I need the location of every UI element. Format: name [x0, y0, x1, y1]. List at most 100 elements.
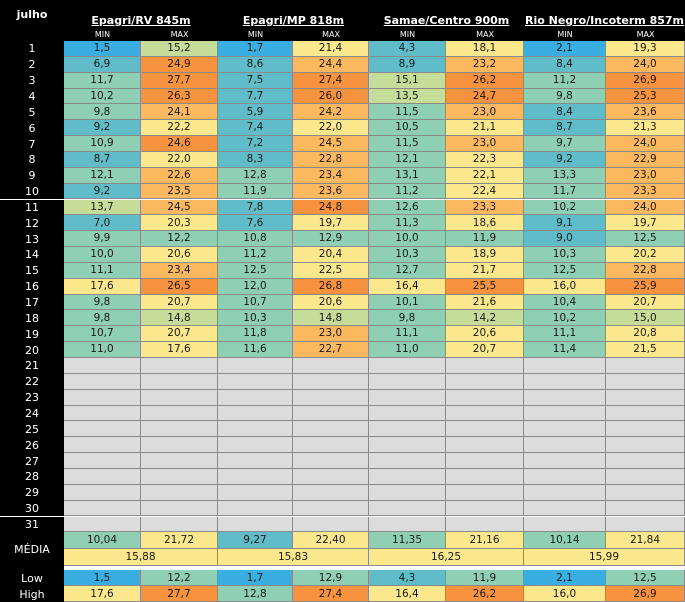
- table-cell: 12,5: [218, 262, 293, 279]
- table-cell: 18,9: [446, 247, 524, 263]
- row-day-label: 15: [0, 262, 64, 279]
- row-day-label: 20: [0, 342, 64, 358]
- low-row-cell: 4,3: [369, 570, 446, 587]
- table-cell: 8,3: [218, 151, 293, 168]
- table-cell-empty: [446, 421, 524, 438]
- table-cell-empty: [369, 405, 446, 422]
- separator-cell: [606, 566, 685, 571]
- table-cell: 20,6: [293, 294, 369, 311]
- table-cell: 16,0: [524, 278, 606, 295]
- high-row-cell: 27,4: [293, 586, 369, 602]
- table-cell: 23,0: [446, 104, 524, 121]
- station-header: Rio Negro/Incoterm 857m: [524, 0, 685, 29]
- table-cell: 20,6: [141, 247, 218, 263]
- table-cell: 20,8: [606, 326, 685, 343]
- table-cell: 10,2: [524, 310, 606, 327]
- table-cell-empty: [64, 500, 141, 517]
- table-cell: 21,5: [606, 342, 685, 358]
- table-cell-empty: [446, 516, 524, 533]
- table-cell: 23,4: [293, 167, 369, 184]
- high-row-cell: 26,2: [446, 586, 524, 602]
- table-cell: 11,9: [218, 183, 293, 200]
- high-row-label: High: [0, 586, 64, 602]
- table-cell: 7,7: [218, 88, 293, 105]
- table-cell: 22,0: [141, 151, 218, 168]
- table-cell-empty: [141, 373, 218, 390]
- table-cell: 1,5: [64, 41, 141, 57]
- table-cell: 24,0: [606, 136, 685, 152]
- row-day-label: 9: [0, 167, 64, 184]
- media-cell: 21,72: [141, 532, 218, 550]
- table-cell: 10,3: [218, 310, 293, 327]
- table-cell: 12,1: [369, 151, 446, 168]
- table-cell-empty: [369, 500, 446, 517]
- table-cell-empty: [446, 468, 524, 485]
- table-cell: 10,9: [64, 136, 141, 152]
- table-cell-empty: [141, 389, 218, 406]
- table-cell: 5,9: [218, 104, 293, 121]
- low-row-label: Low: [0, 570, 64, 587]
- table-cell: 24,0: [606, 199, 685, 216]
- table-cell: 9,8: [64, 310, 141, 327]
- table-cell: 17,6: [64, 278, 141, 295]
- table-cell-empty: [141, 437, 218, 454]
- separator-cell: [524, 566, 606, 571]
- table-cell-empty: [293, 405, 369, 422]
- table-cell: 23,0: [606, 167, 685, 184]
- low-row-cell: 12,5: [606, 570, 685, 587]
- table-cell: 20,7: [141, 294, 218, 311]
- table-cell: 24,0: [606, 56, 685, 73]
- row-day-label: 22: [0, 373, 64, 390]
- table-cell-empty: [141, 468, 218, 485]
- separator: [0, 566, 64, 571]
- row-day-label: 5: [0, 104, 64, 121]
- table-cell: 9,2: [524, 151, 606, 168]
- table-cell: 23,0: [446, 136, 524, 152]
- table-cell: 7,8: [218, 199, 293, 216]
- table-cell: 10,2: [524, 199, 606, 216]
- table-cell: 18,1: [446, 41, 524, 57]
- table-cell-empty: [64, 389, 141, 406]
- table-cell: 8,6: [218, 56, 293, 73]
- table-cell-empty: [293, 516, 369, 533]
- table-cell-empty: [293, 484, 369, 501]
- media-cell: 21,84: [606, 532, 685, 550]
- table-cell-empty: [293, 453, 369, 469]
- station-header: Epagri/MP 818m: [218, 0, 369, 29]
- table-cell-empty: [64, 516, 141, 533]
- table-cell: 10,3: [369, 247, 446, 263]
- table-cell: 11,1: [64, 262, 141, 279]
- table-cell-empty: [446, 437, 524, 454]
- table-cell-empty: [293, 389, 369, 406]
- table-cell: 11,8: [218, 326, 293, 343]
- table-cell: 23,6: [606, 104, 685, 121]
- min-subheader: MIN: [369, 29, 446, 41]
- table-cell: 26,3: [141, 88, 218, 105]
- table-cell-empty: [524, 373, 606, 390]
- table-cell: 22,0: [293, 120, 369, 137]
- min-subheader: MIN: [218, 29, 293, 41]
- station-header: Epagri/RV 845m: [64, 0, 218, 29]
- table-cell: 15,0: [606, 310, 685, 327]
- table-cell-empty: [606, 389, 685, 406]
- table-cell: 9,9: [64, 231, 141, 248]
- table-cell-empty: [293, 468, 369, 485]
- high-row-cell: 12,8: [218, 586, 293, 602]
- media-label: MÉDIA: [0, 532, 64, 567]
- table-cell: 10,3: [524, 247, 606, 263]
- table-cell-empty: [369, 468, 446, 485]
- table-cell: 9,8: [64, 294, 141, 311]
- row-day-label: 10: [0, 183, 64, 200]
- table-cell: 12,0: [218, 278, 293, 295]
- row-day-label: 25: [0, 421, 64, 438]
- table-cell: 22,2: [141, 120, 218, 137]
- table-cell-empty: [369, 516, 446, 533]
- media-cell: 22,40: [293, 532, 369, 550]
- table-cell: 8,4: [524, 104, 606, 121]
- table-cell: 4,3: [369, 41, 446, 57]
- table-cell-empty: [64, 421, 141, 438]
- min-subheader: MIN: [64, 29, 141, 41]
- row-day-label: 23: [0, 389, 64, 406]
- table-cell: 11,6: [218, 342, 293, 358]
- table-cell: 22,1: [446, 167, 524, 184]
